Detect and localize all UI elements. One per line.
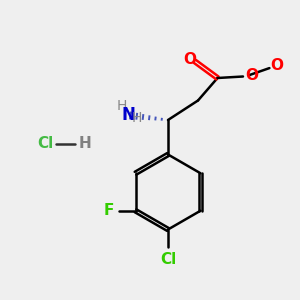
Text: Cl: Cl (160, 252, 176, 267)
Text: O: O (245, 68, 258, 82)
Text: H: H (116, 100, 127, 113)
Text: N: N (122, 106, 135, 124)
Text: F: F (103, 203, 114, 218)
Text: O: O (183, 52, 196, 67)
Text: O: O (271, 58, 284, 73)
Text: H: H (131, 112, 142, 125)
Text: H: H (79, 136, 92, 152)
Text: Cl: Cl (38, 136, 54, 152)
